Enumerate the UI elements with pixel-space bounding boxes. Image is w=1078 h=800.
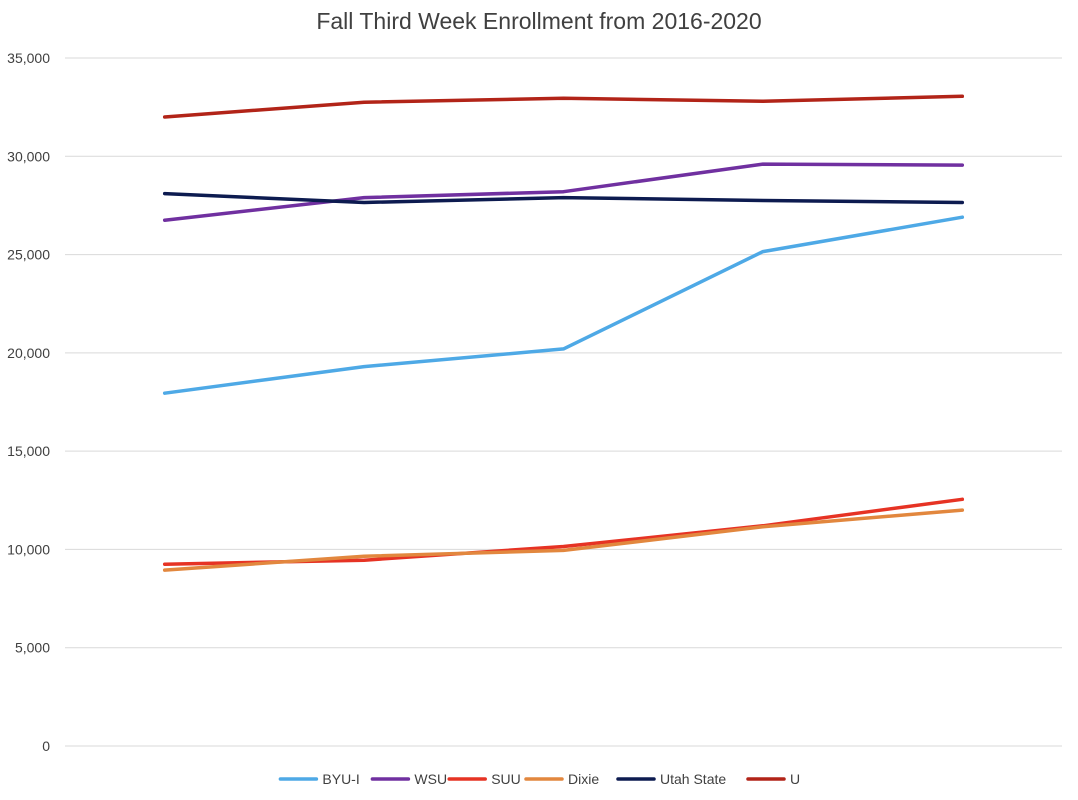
legend-label: Dixie (568, 771, 599, 787)
legend-item: WSU (370, 771, 447, 787)
data-point (163, 391, 167, 395)
data-point (562, 196, 565, 200)
y-tick-label: 20,000 (7, 345, 50, 361)
data-point (562, 544, 565, 548)
legend-label: Utah State (660, 771, 726, 787)
data-point (960, 200, 964, 204)
legend-item: Utah State (616, 771, 726, 787)
data-point (960, 163, 964, 167)
series-lines (162, 94, 965, 572)
legend-item: SUU (447, 771, 521, 787)
data-point (362, 558, 366, 562)
data-point (163, 562, 167, 566)
legend-label: SUU (491, 771, 521, 787)
y-tick-label: 0 (42, 738, 50, 754)
y-tick-label: 5,000 (15, 640, 50, 656)
data-point (362, 365, 366, 369)
series-dixie (162, 508, 965, 572)
y-tick-label: 30,000 (7, 148, 50, 164)
series-wsu (162, 162, 965, 222)
data-point (562, 190, 565, 194)
legend-label: BYU-I (322, 771, 359, 787)
data-point (761, 525, 765, 529)
series-line (162, 497, 965, 566)
legend-item: U (746, 771, 800, 787)
series-line (162, 215, 965, 395)
data-point (562, 347, 565, 351)
y-tick-label: 10,000 (7, 541, 50, 557)
series-u (162, 94, 965, 119)
data-point (761, 250, 765, 254)
y-tick-label: 15,000 (7, 443, 50, 459)
data-point (362, 196, 366, 200)
data-point (362, 100, 366, 104)
data-point (362, 554, 366, 558)
legend-item: BYU-I (278, 771, 360, 787)
data-point (163, 192, 167, 196)
data-point (163, 568, 167, 572)
series-byu-i (162, 215, 965, 395)
data-point (960, 497, 964, 501)
legend-label: WSU (414, 771, 447, 787)
data-point (761, 99, 765, 103)
legend-label: U (790, 771, 800, 787)
data-point (761, 162, 765, 166)
data-point (562, 96, 565, 100)
data-point (562, 548, 565, 552)
legend-item: Dixie (524, 771, 599, 787)
y-axis-tick-labels: 0 5,000 10,000 15,000 20,000 25,000 30,000 35,0… (7, 50, 50, 754)
chart-title: Fall Third Week Enrollment from 2016-202… (316, 8, 762, 34)
data-point (960, 94, 964, 98)
series-utah-state (162, 191, 965, 205)
data-point (362, 200, 366, 204)
data-point (960, 508, 964, 512)
gridlines (65, 57, 1062, 747)
legend: BYU-I WSU SUU Dixie Utah State U (278, 771, 800, 787)
y-tick-label: 25,000 (7, 247, 50, 263)
series-line (162, 508, 965, 572)
data-point (761, 199, 765, 203)
y-tick-label: 35,000 (7, 50, 50, 66)
series-suu (162, 497, 965, 566)
data-point (163, 218, 167, 222)
data-point (960, 215, 964, 219)
data-point (163, 115, 167, 119)
